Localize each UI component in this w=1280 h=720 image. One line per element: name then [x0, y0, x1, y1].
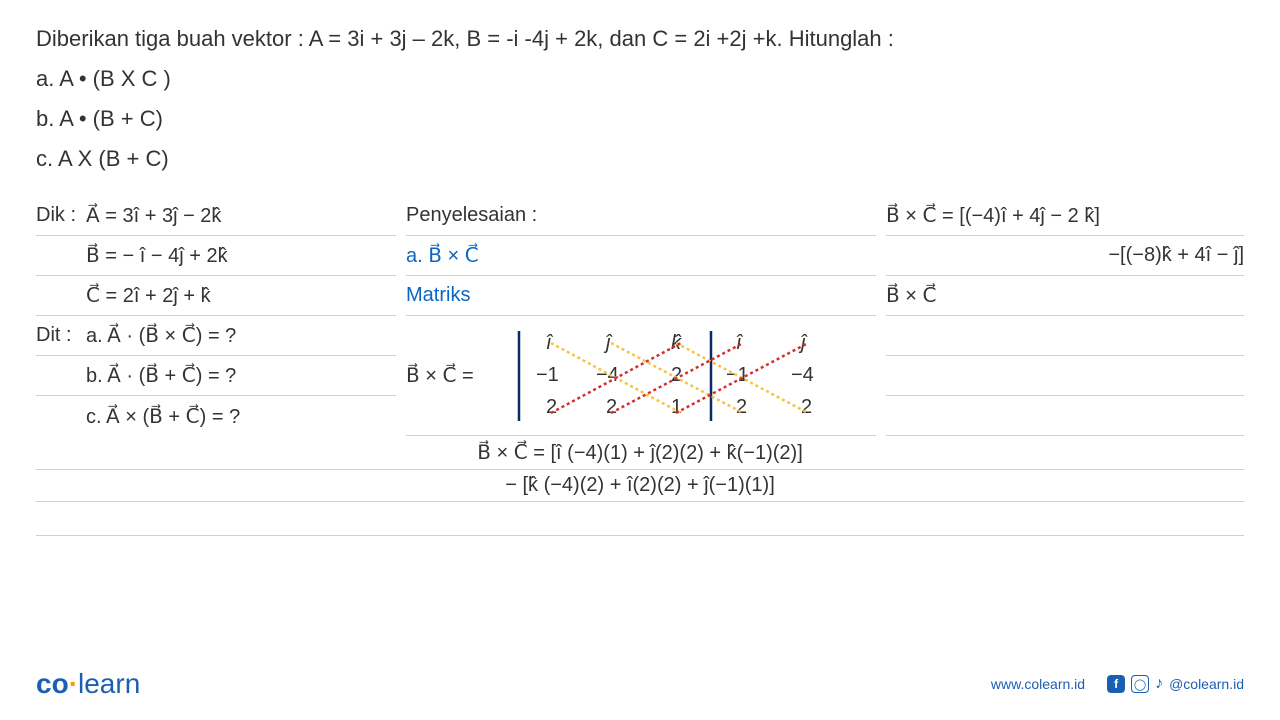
step-a: a. B⃗ × C⃗: [406, 236, 876, 276]
dit-a-text: a. A⃗ · (B⃗ × C⃗) = ?: [86, 323, 236, 348]
result-column: B⃗ × C⃗ = [(−4)î + 4ĵ − 2 k̂] −[(−8)k̂ +…: [886, 196, 1244, 436]
social-icons: f ◯ ♪ @colearn.id: [1107, 675, 1244, 693]
tiktok-icon: ♪: [1155, 675, 1163, 693]
svg-text:−4: −4: [596, 364, 619, 386]
question-c: c. A X (B + C): [36, 146, 1244, 172]
question-block: Diberikan tiga buah vektor : A = 3i + 3j…: [0, 0, 1280, 196]
svg-text:2: 2: [546, 396, 557, 418]
matriks-label: Matriks: [406, 276, 876, 316]
result-empty3: [886, 396, 1244, 436]
dik-C: C⃗ = 2î + 2ĵ + k̂: [36, 276, 396, 316]
dik-label: Dik :: [36, 204, 86, 227]
matrix-row: B⃗ × C⃗ = î ĵ k̂ î ĵ −1 −4 2 −1 −4: [406, 316, 876, 436]
result-2: −[(−8)k̂ + 4î − ĵ]: [886, 236, 1244, 276]
svg-text:ĵ: ĵ: [798, 332, 808, 354]
dit-a: Dit : a. A⃗ · (B⃗ × C⃗) = ?: [36, 316, 396, 356]
dik-B: B⃗ = − î − 4ĵ + 2k̂: [36, 236, 396, 276]
logo-learn: learn: [78, 668, 140, 699]
vec-A: A⃗ = 3î + 3ĵ − 2k̂: [86, 203, 221, 228]
brand-logo: co·learn: [36, 668, 140, 700]
question-a: a. A • (B X C ): [36, 66, 1244, 92]
question-main: Diberikan tiga buah vektor : A = 3i + 3j…: [36, 26, 1244, 52]
logo-co: co: [36, 668, 69, 699]
dit-label: Dit :: [36, 324, 86, 347]
vec-C: C⃗ = 2î + 2ĵ + k̂: [86, 283, 211, 308]
dit-b: b. A⃗ · (B⃗ + C⃗) = ?: [36, 356, 396, 396]
instagram-icon: ◯: [1131, 675, 1149, 693]
result-empty2: [886, 356, 1244, 396]
dit-b-text: b. A⃗ · (B⃗ + C⃗) = ?: [86, 363, 236, 388]
vec-B: B⃗ = − î − 4ĵ + 2k̂: [86, 243, 228, 268]
solution-area: Dik : A⃗ = 3î + 3ĵ − 2k̂ B⃗ = − î − 4ĵ +…: [0, 196, 1280, 536]
work-column: Penyelesaian : a. B⃗ × C⃗ Matriks B⃗ × C…: [406, 196, 876, 436]
dit-c-text: c. A⃗ × (B⃗ + C⃗) = ?: [86, 404, 240, 429]
facebook-icon: f: [1107, 675, 1125, 693]
svg-text:2: 2: [606, 396, 617, 418]
footer: co·learn www.colearn.id f ◯ ♪ @colearn.i…: [36, 668, 1244, 700]
result-3: B⃗ × C⃗: [886, 276, 1244, 316]
svg-text:2: 2: [801, 396, 812, 418]
expand-1: B⃗ × C⃗ = [î (−4)(1) + ĵ(2)(2) + k̂(−1)(…: [36, 436, 1244, 470]
footer-url: www.colearn.id: [991, 676, 1085, 692]
svg-text:−1: −1: [536, 364, 559, 386]
question-b: b. A • (B + C): [36, 106, 1244, 132]
result-1: B⃗ × C⃗ = [(−4)î + 4ĵ − 2 k̂]: [886, 196, 1244, 236]
bxc-label: B⃗ × C⃗ =: [406, 363, 501, 388]
expand-2: − [k̂ (−4)(2) + î(2)(2) + ĵ(−1)(1)]: [36, 470, 1244, 502]
svg-text:î: î: [736, 332, 744, 354]
footer-handle: @colearn.id: [1169, 676, 1244, 692]
penyelesaian-title: Penyelesaian :: [406, 196, 876, 236]
given-column: Dik : A⃗ = 3î + 3ĵ − 2k̂ B⃗ = − î − 4ĵ +…: [36, 196, 396, 436]
expand-empty: [36, 502, 1244, 536]
sarrus-matrix: î ĵ k̂ î ĵ −1 −4 2 −1 −4 2 2 1 2 2: [511, 321, 851, 431]
svg-text:2: 2: [736, 396, 747, 418]
svg-text:−4: −4: [791, 364, 814, 386]
dik-A: Dik : A⃗ = 3î + 3ĵ − 2k̂: [36, 196, 396, 236]
logo-dot: ·: [69, 668, 78, 699]
dit-c: c. A⃗ × (B⃗ + C⃗) = ?: [36, 396, 396, 436]
result-empty1: [886, 316, 1244, 356]
footer-right: www.colearn.id f ◯ ♪ @colearn.id: [991, 675, 1244, 693]
svg-text:1: 1: [671, 396, 682, 418]
